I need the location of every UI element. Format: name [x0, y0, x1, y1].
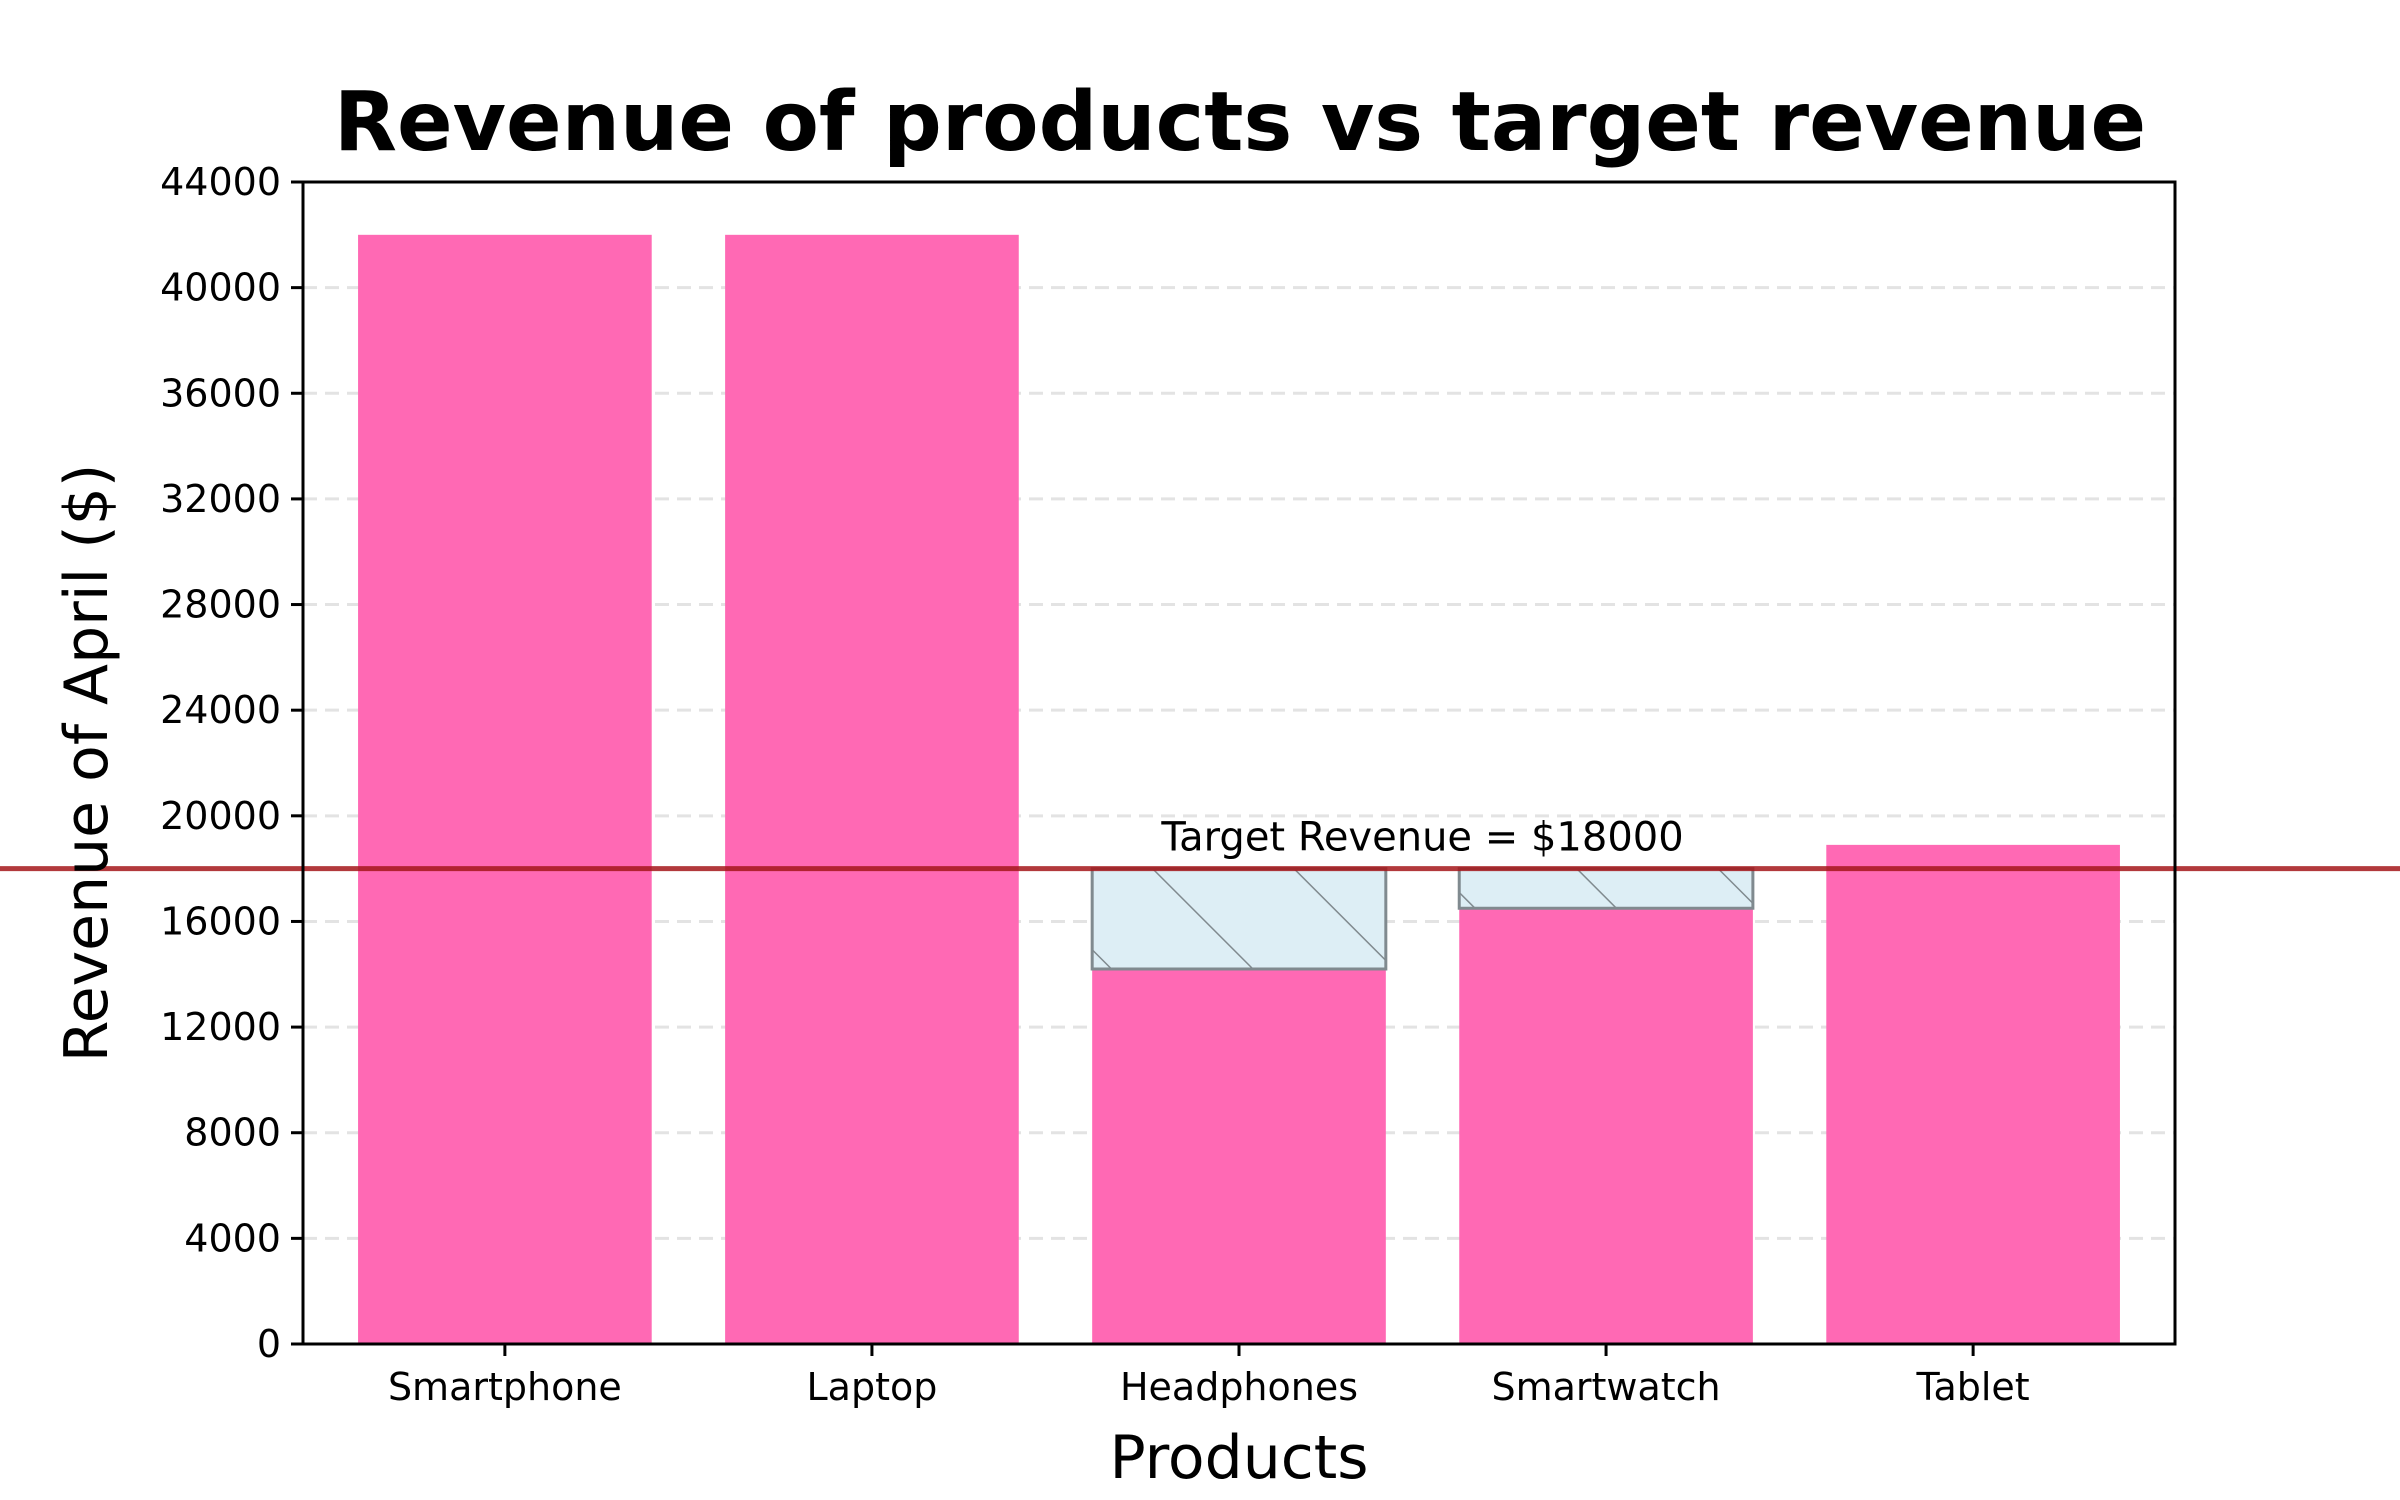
x-tick-label: Smartwatch: [1491, 1365, 1720, 1409]
y-tick-label: 40000: [160, 266, 281, 310]
y-tick-label: 16000: [160, 899, 281, 943]
x-tick-label: Tablet: [1916, 1365, 2030, 1409]
y-tick-label: 0: [257, 1322, 281, 1366]
bars: [358, 234, 2120, 1345]
bar-headphones: [1092, 968, 1386, 1344]
gap-hatch-headphones: [1090, 867, 1388, 971]
bar-laptop: [725, 234, 1019, 1345]
y-tick-label: 4000: [184, 1216, 281, 1260]
y-axis-ticks: 0 4000 8000 12000 16000 20000 24000 28000 32000 3…: [160, 160, 303, 1366]
gap-hatch-smartwatch: [1457, 867, 1755, 910]
y-tick-label: 36000: [160, 371, 281, 415]
y-tick-label: 28000: [160, 583, 281, 627]
target-label: Target Revenue = $18000: [1160, 815, 1683, 861]
y-tick-label: 8000: [184, 1111, 281, 1155]
y-tick-label: 24000: [160, 688, 281, 732]
bar-smartwatch: [1459, 908, 1753, 1344]
target-gaps: [1090, 867, 1755, 971]
x-axis-ticks: Smartphone Laptop Headphones Smartwatch Tabl…: [388, 1344, 2030, 1409]
y-tick-label: 32000: [160, 477, 281, 521]
x-axis-label: Products: [1109, 1423, 1368, 1493]
y-tick-label: 12000: [160, 1005, 281, 1049]
y-axis-label: Revenue of April ($): [52, 464, 122, 1062]
x-tick-label: Laptop: [807, 1365, 938, 1409]
y-tick-label: 44000: [160, 160, 281, 204]
y-tick-label: 20000: [160, 794, 281, 838]
x-tick-label: Headphones: [1120, 1365, 1358, 1409]
bar-tablet: [1826, 844, 2120, 1344]
target-line-group: Target Revenue = $18000: [0, 815, 2400, 872]
x-tick-label: Smartphone: [388, 1365, 622, 1409]
bar-smartphone: [358, 234, 652, 1345]
chart-title: Revenue of products vs target revenue: [334, 75, 2146, 170]
